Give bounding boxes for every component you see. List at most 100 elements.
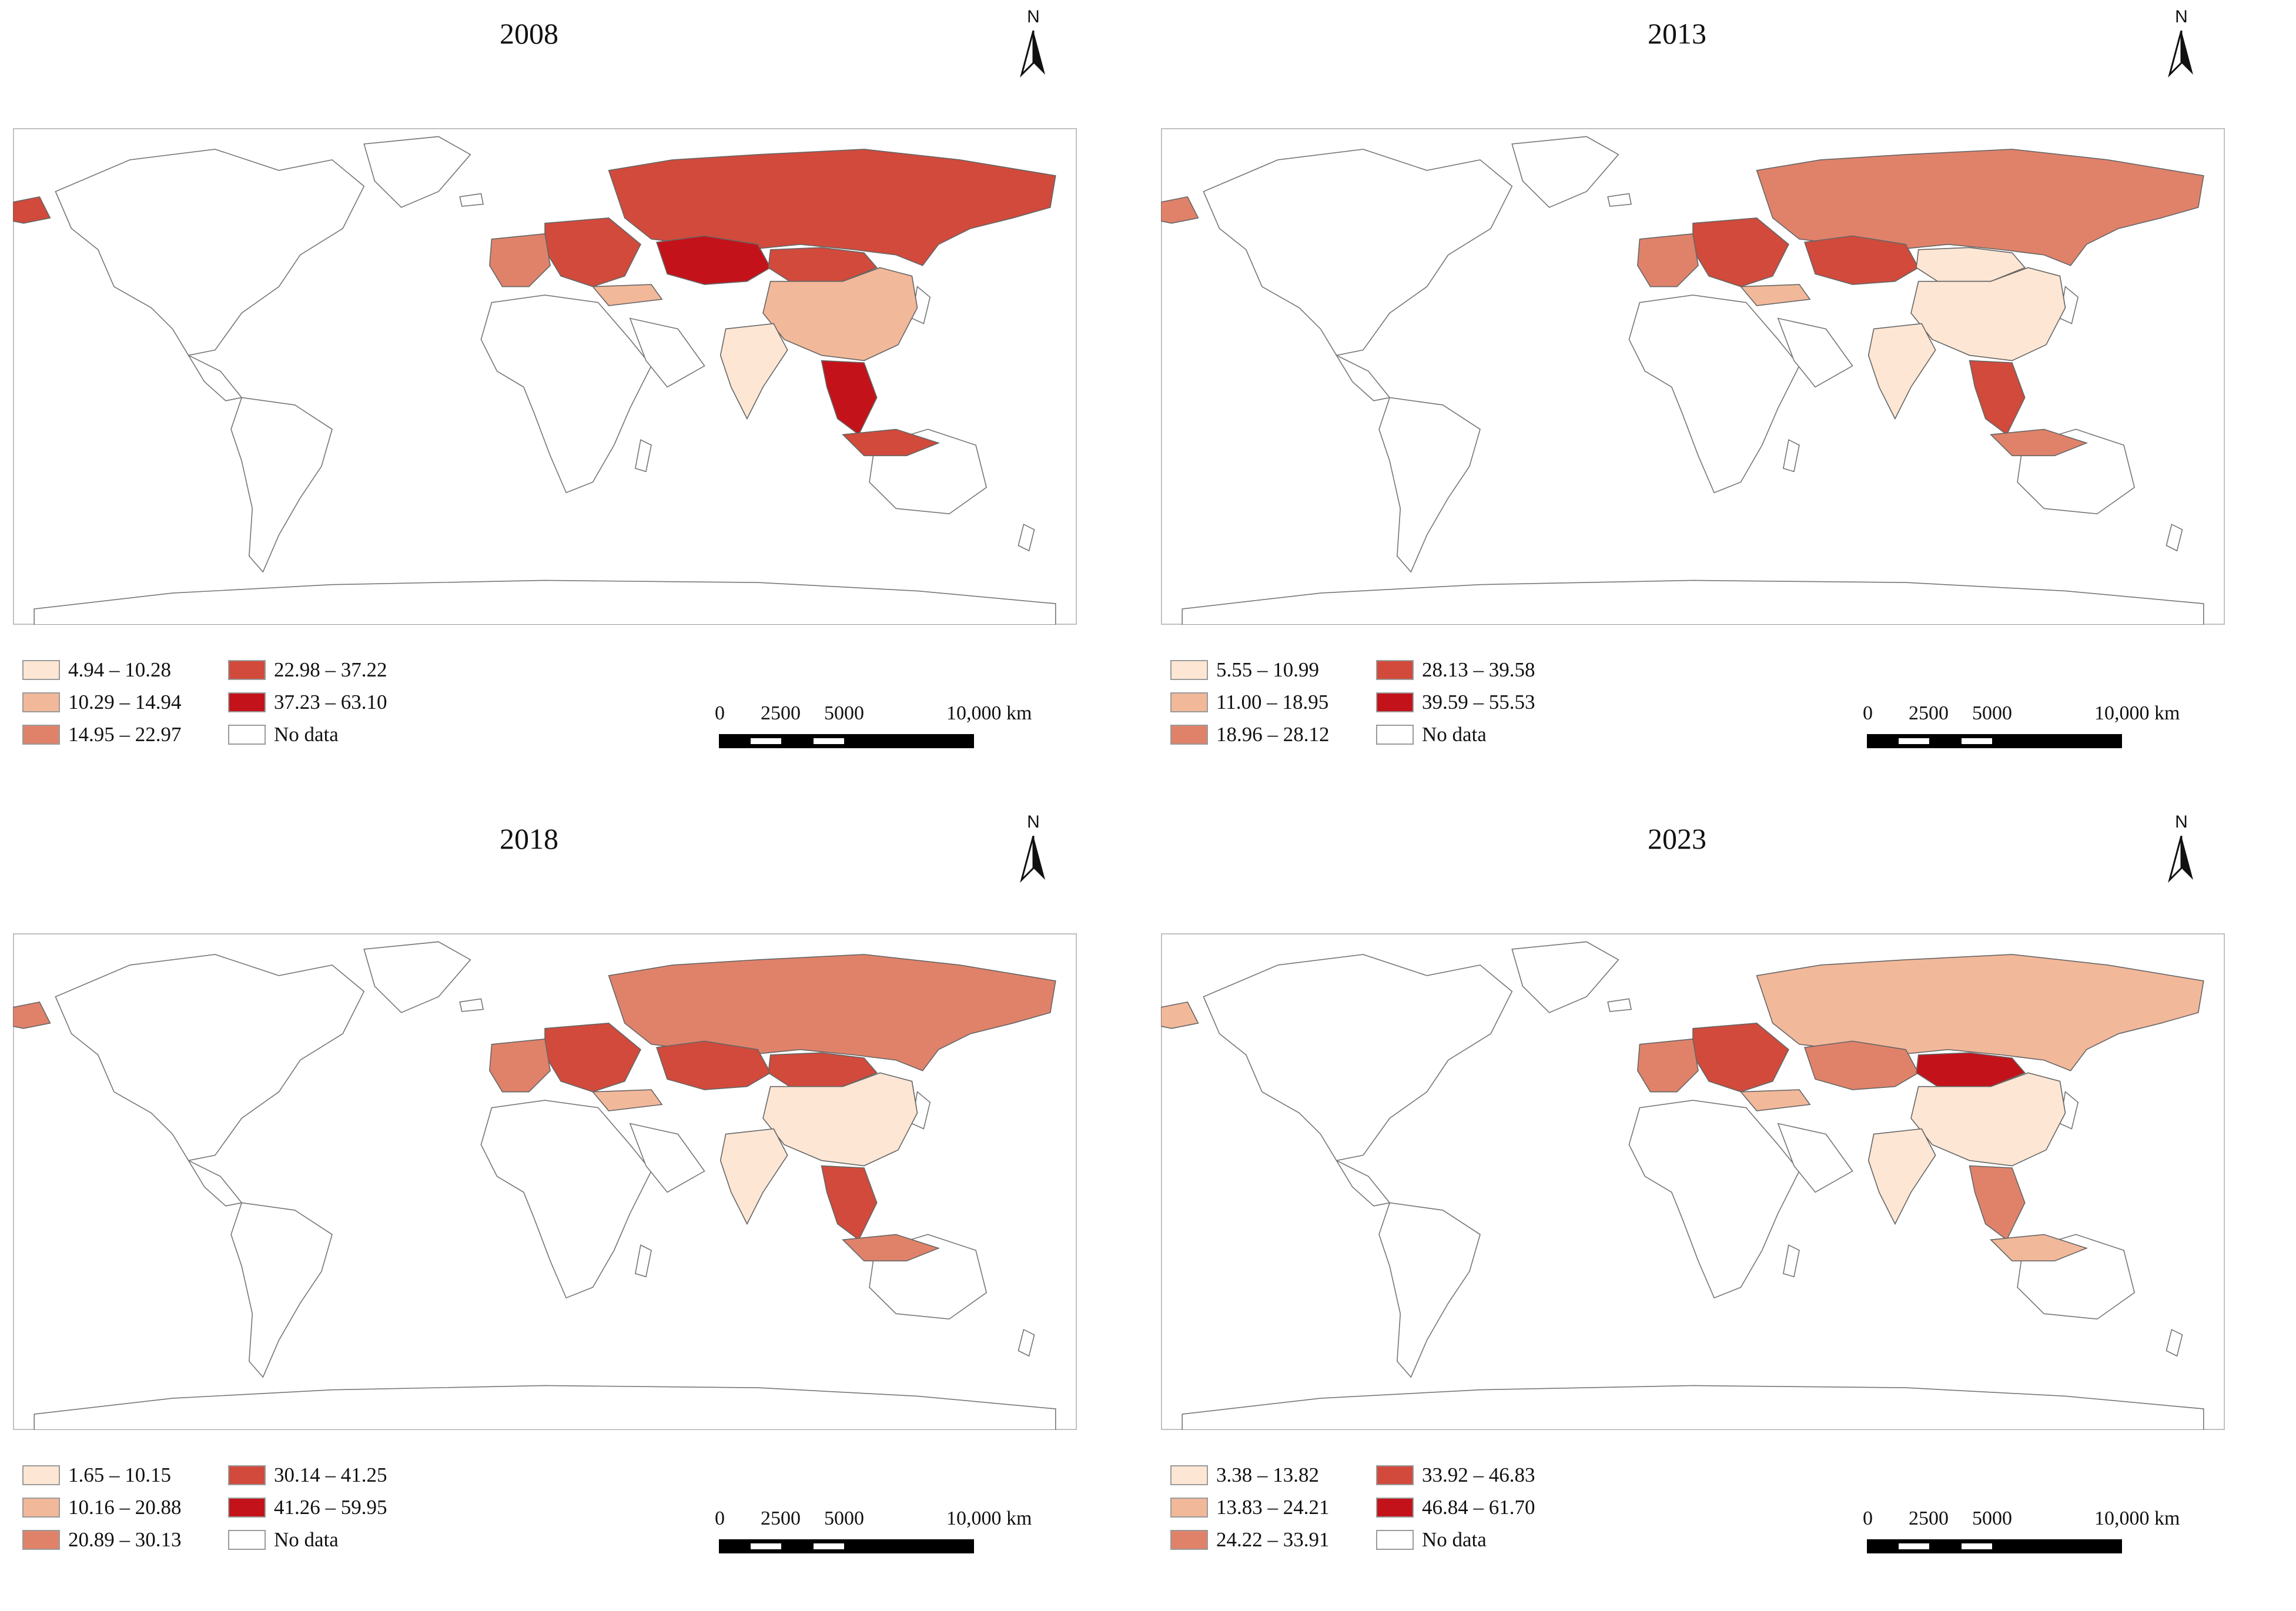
new-zealand-landmass bbox=[1018, 1329, 1035, 1357]
legend-label: 24.22 – 33.91 bbox=[1216, 1528, 1330, 1551]
legend-swatch bbox=[1376, 660, 1414, 680]
region-se-asia bbox=[821, 360, 878, 436]
legend-label: 1.65 – 10.15 bbox=[68, 1463, 171, 1486]
legend-label: 14.95 – 22.97 bbox=[68, 723, 182, 746]
north-arrow-icon: N bbox=[2164, 7, 2199, 78]
legend-item: 11.00 – 18.95 bbox=[1170, 689, 1328, 715]
region-europe-east bbox=[544, 217, 641, 287]
world-map bbox=[12, 128, 1077, 625]
region-turkey bbox=[1739, 284, 1811, 306]
scale-tick-label: 0 bbox=[1863, 1508, 1873, 1529]
legend-swatch bbox=[1170, 725, 1208, 745]
map-legend: 1.65 – 10.15 10.16 – 20.88 20.89 – 30.13 30… bbox=[22, 1462, 446, 1580]
region-se-asia bbox=[821, 1165, 878, 1241]
north-label: N bbox=[2175, 812, 2188, 832]
legend-swatch bbox=[228, 1498, 266, 1518]
new-zealand-landmass bbox=[2166, 524, 2183, 552]
scale-tick-label: 2500 bbox=[761, 1508, 801, 1529]
region-indonesia bbox=[842, 428, 941, 457]
scale-bar: 0 2500 5000 10,000 km bbox=[1842, 1508, 2180, 1572]
legend-label: 18.96 – 28.12 bbox=[1216, 723, 1330, 746]
antarctica-landmass bbox=[1182, 580, 2204, 625]
madagascar-landmass bbox=[634, 1244, 652, 1278]
region-se-asia bbox=[1969, 1165, 2026, 1241]
legend-swatch bbox=[228, 1530, 266, 1550]
north-america-landmass bbox=[1203, 149, 1513, 356]
region-indonesia bbox=[842, 1234, 941, 1262]
legend-swatch bbox=[1376, 1498, 1414, 1518]
world-map bbox=[12, 933, 1077, 1431]
legend-label: 30.14 – 41.25 bbox=[274, 1463, 387, 1486]
scale-tick-label: 5000 bbox=[1972, 702, 2012, 724]
scale-tick-label: 0 bbox=[1863, 702, 1873, 724]
region-india bbox=[719, 1128, 788, 1225]
region-kazakhstan bbox=[655, 1040, 771, 1090]
south-america-landmass bbox=[230, 1202, 333, 1378]
legend-label: No data bbox=[274, 1528, 339, 1551]
region-mongolia bbox=[768, 1052, 878, 1087]
region-se-asia bbox=[1969, 360, 2026, 436]
scale-tick-label: 5000 bbox=[1972, 1508, 2012, 1529]
new-zealand-landmass bbox=[2166, 1329, 2183, 1357]
legend-item: 13.83 – 24.21 bbox=[1170, 1495, 1330, 1520]
legend-item: No data bbox=[1376, 1527, 1487, 1553]
legend-label: No data bbox=[274, 723, 339, 746]
panel-year-title: 2008 bbox=[500, 17, 558, 50]
legend-swatch bbox=[1170, 1465, 1208, 1485]
legend-item: 22.98 – 37.22 bbox=[228, 657, 387, 683]
legend-swatch bbox=[22, 1530, 60, 1550]
legend-label: 33.92 – 46.83 bbox=[1422, 1463, 1535, 1486]
iceland-landmass bbox=[459, 193, 484, 207]
legend-label: 3.38 – 13.82 bbox=[1216, 1463, 1319, 1486]
north-america-landmass bbox=[1203, 954, 1513, 1161]
legend-item: No data bbox=[228, 722, 339, 748]
legend-label: 20.89 – 30.13 bbox=[68, 1528, 182, 1551]
legend-item: 41.26 – 59.95 bbox=[228, 1495, 387, 1520]
legend-swatch bbox=[22, 1465, 60, 1485]
region-mongolia bbox=[1916, 247, 2026, 282]
north-label: N bbox=[2175, 7, 2188, 26]
legend-item: No data bbox=[1376, 722, 1487, 748]
legend-item: 24.22 – 33.91 bbox=[1170, 1527, 1330, 1553]
region-turkey bbox=[591, 1089, 663, 1111]
map-legend: 3.38 – 13.82 13.83 – 24.21 24.22 – 33.91 33… bbox=[1170, 1462, 1594, 1580]
south-america-landmass bbox=[1378, 1202, 1481, 1378]
legend-swatch bbox=[22, 725, 60, 745]
greenland-landmass bbox=[1511, 136, 1619, 208]
region-alaska bbox=[12, 196, 51, 224]
legend-swatch bbox=[1376, 692, 1414, 712]
panel-year-title: 2023 bbox=[1648, 822, 1706, 855]
legend-item: No data bbox=[228, 1527, 339, 1553]
legend-label: 13.83 – 24.21 bbox=[1216, 1496, 1330, 1519]
scale-tick-label: 10,000 km bbox=[946, 702, 1032, 724]
world-map bbox=[1160, 933, 2225, 1431]
legend-swatch bbox=[1376, 1465, 1414, 1485]
legend-swatch bbox=[228, 692, 266, 712]
legend-label: 41.26 – 59.95 bbox=[274, 1496, 387, 1519]
arabia-landmass bbox=[629, 1123, 705, 1193]
scale-tick-label: 2500 bbox=[1909, 702, 1949, 724]
antarctica-landmass bbox=[1182, 1385, 2204, 1431]
africa-landmass bbox=[1628, 1100, 1800, 1299]
legend-item: 10.16 – 20.88 bbox=[22, 1495, 182, 1520]
region-india bbox=[1867, 1128, 1936, 1225]
region-europe-west bbox=[489, 1038, 551, 1093]
map-legend: 4.94 – 10.28 10.29 – 14.94 14.95 – 22.97 22… bbox=[22, 657, 446, 775]
north-label: N bbox=[1027, 7, 1040, 26]
region-europe-east bbox=[1692, 217, 1789, 287]
region-turkey bbox=[1739, 1089, 1811, 1111]
legend-label: 22.98 – 37.22 bbox=[274, 658, 387, 681]
legend-label: 37.23 – 63.10 bbox=[274, 691, 387, 714]
region-kazakhstan bbox=[655, 235, 771, 285]
legend-item: 46.84 – 61.70 bbox=[1376, 1495, 1535, 1520]
legend-swatch bbox=[1170, 1498, 1208, 1518]
legend-swatch bbox=[22, 660, 60, 680]
legend-label: 46.84 – 61.70 bbox=[1422, 1496, 1535, 1519]
south-america-landmass bbox=[1378, 397, 1481, 573]
legend-label: No data bbox=[1422, 723, 1487, 746]
map-panel-2013: 2013 N 5.55 – 10.99 11.00 – 18.95 18.96 – 28… bbox=[1148, 0, 2296, 805]
legend-swatch bbox=[1170, 660, 1208, 680]
region-europe-east bbox=[1692, 1022, 1789, 1093]
region-europe-west bbox=[1637, 233, 1699, 287]
madagascar-landmass bbox=[634, 439, 652, 473]
